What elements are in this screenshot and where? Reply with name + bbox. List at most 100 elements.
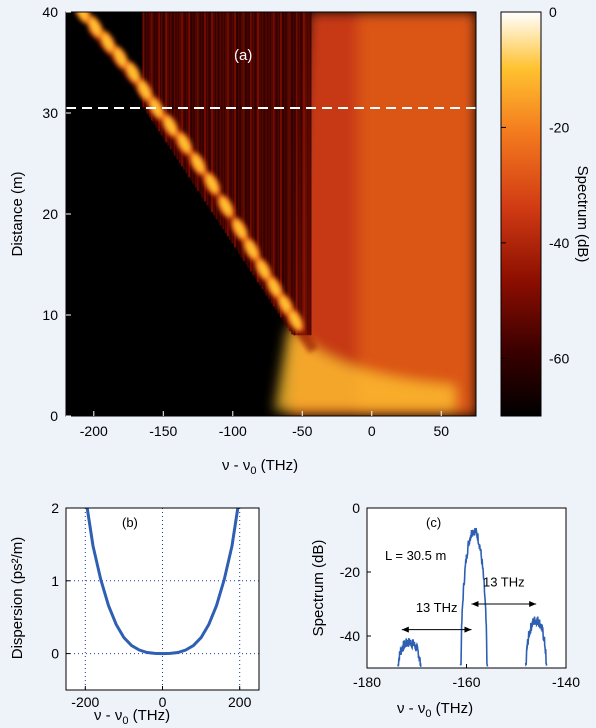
spectrum-panel: -180 -160 -140 0 -20 -40 13 THz 13 THz (c) L …	[310, 500, 580, 720]
y-tick-label-a: 20	[42, 206, 58, 222]
panel-label-c: (c)	[426, 515, 441, 530]
dispersion-panel: -200 0 200 0 1 2 (b) ν - ν0 (THz) Dispersion…	[9, 500, 260, 727]
x-tick-label-b: 0	[159, 694, 167, 710]
colorbar-tick-label: -20	[549, 119, 569, 135]
stripe	[307, 12, 310, 336]
stripe	[286, 12, 289, 328]
stripe	[243, 12, 246, 262]
stripe	[254, 12, 257, 279]
x-tick-label-b: -200	[71, 694, 99, 710]
length-annotation: L = 30.5 m	[385, 548, 446, 563]
stripe	[185, 12, 188, 174]
colorbar-gradient	[500, 11, 542, 417]
stripe	[217, 12, 220, 223]
soliton-core	[290, 311, 301, 329]
soliton-core	[220, 198, 232, 215]
stripe	[266, 12, 269, 297]
soliton-core	[114, 49, 126, 66]
y-tick-label-b: 0	[51, 646, 59, 662]
stripe	[171, 12, 174, 153]
dispersion-plot-area	[66, 508, 259, 690]
stripe	[261, 12, 264, 290]
colorbar-tick-label: -60	[549, 350, 569, 366]
stripe	[148, 12, 151, 118]
stripe	[215, 12, 218, 220]
stripe	[194, 12, 197, 188]
stripe	[245, 12, 248, 265]
x-tick-label-a: -150	[149, 423, 177, 439]
stripe	[300, 12, 303, 336]
stripe	[222, 12, 225, 230]
stripe	[252, 12, 255, 276]
x-tick-label-a: -200	[80, 423, 108, 439]
stripe	[293, 12, 296, 336]
y-tick-label-c: 0	[352, 500, 360, 516]
stripe	[204, 12, 207, 202]
stripe	[226, 12, 229, 237]
soliton-core	[139, 82, 150, 99]
soliton-core	[89, 19, 101, 36]
stripe	[153, 12, 156, 125]
panel-label-a: (a)	[234, 47, 252, 64]
stripe	[181, 12, 184, 167]
arrow-label: 13 THz	[416, 600, 458, 615]
stripe	[147, 12, 150, 115]
continuum-field	[274, 12, 476, 416]
stripe	[199, 12, 202, 195]
soliton-core	[258, 261, 269, 278]
stripe	[151, 12, 154, 122]
soliton-core	[151, 99, 162, 117]
x-tick-label-a: 50	[433, 423, 449, 439]
y-tick-label-c: -20	[340, 564, 360, 580]
soliton-core	[102, 34, 113, 51]
stripe	[238, 12, 241, 255]
colorbar-tick-label: -40	[549, 235, 569, 251]
y-tick-label-b: 1	[51, 573, 59, 589]
x-axis-label-c: ν - ν0 (THz)	[397, 700, 473, 720]
y-axis-label-c: Spectrum (dB)	[310, 540, 327, 637]
stripe	[144, 12, 147, 111]
soliton-core	[234, 221, 245, 238]
colorbar-tick-label: 0	[549, 4, 557, 20]
dispersion-curve	[85, 508, 240, 656]
stripe	[304, 12, 307, 336]
stripe	[167, 12, 170, 146]
heatmap-field	[74, 12, 476, 416]
y-tick-label-a: 30	[42, 105, 58, 121]
x-tick-label-c: -140	[552, 674, 580, 690]
stripe	[188, 12, 191, 178]
x-tick-label-a: 0	[368, 423, 376, 439]
x-axis-label-b: ν - ν0 (THz)	[94, 707, 170, 727]
stripe	[234, 12, 237, 248]
arrowhead-right	[464, 626, 472, 633]
stripe	[281, 12, 284, 321]
soliton-core	[165, 117, 176, 134]
arrowhead-right	[529, 601, 537, 607]
soliton-core	[246, 241, 257, 258]
continuum-bright-base	[274, 325, 456, 411]
y-tick-label-a: 40	[42, 4, 58, 20]
stripe	[309, 12, 312, 336]
stripe	[229, 12, 232, 241]
stripe	[165, 12, 168, 143]
stripe	[211, 12, 214, 213]
stripe	[272, 12, 275, 307]
stripe	[263, 12, 266, 293]
arrowhead-left	[471, 601, 479, 607]
stripe	[270, 12, 273, 304]
stripe	[247, 12, 250, 269]
y-axis-label-b: Dispersion (ps²/m)	[9, 537, 26, 660]
stripe	[158, 12, 161, 132]
soliton-core	[192, 155, 204, 172]
stripe	[160, 12, 163, 136]
stripe	[231, 12, 234, 244]
stripe	[169, 12, 172, 150]
stripe	[298, 12, 301, 336]
continuum-core	[357, 12, 476, 416]
soliton-core	[280, 296, 291, 314]
x-tick-label-a: -50	[292, 423, 312, 439]
soliton-core	[206, 175, 218, 192]
soliton-core	[127, 64, 138, 81]
stripe	[295, 12, 298, 336]
spectrum-curve	[397, 527, 548, 667]
